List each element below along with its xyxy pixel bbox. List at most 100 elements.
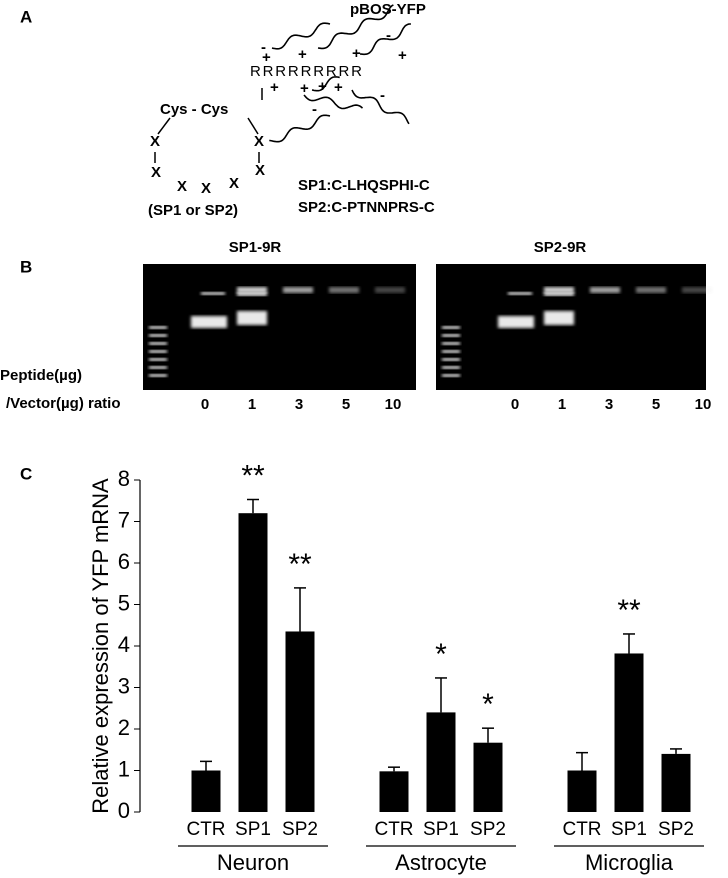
lane-label: 10 xyxy=(385,396,402,413)
strand xyxy=(359,23,411,56)
charge: - xyxy=(380,87,385,104)
band xyxy=(237,292,267,296)
lane-label: 3 xyxy=(605,396,613,413)
charge: + xyxy=(398,47,407,64)
ladder-band xyxy=(149,366,167,369)
ring-x: X xyxy=(229,175,239,192)
lane-label: 0 xyxy=(511,396,519,413)
lane-label: 5 xyxy=(652,396,660,413)
bar xyxy=(379,771,409,812)
ladder-band xyxy=(149,334,167,337)
x-tick-label: SP1 xyxy=(235,819,271,840)
bar xyxy=(191,770,221,812)
band xyxy=(375,287,405,293)
lane-label: 0 xyxy=(201,396,209,413)
ladder-band xyxy=(149,350,167,353)
group-label: Astrocyte xyxy=(395,850,487,875)
group-label: Neuron xyxy=(217,850,289,875)
band xyxy=(201,292,225,295)
y-tick-label: 1 xyxy=(118,756,130,781)
lane-labels: 0 1 3 5 10 0 1 3 5 10 xyxy=(201,396,712,413)
ladder-band xyxy=(442,366,460,369)
y-tick-label: 5 xyxy=(118,590,130,615)
ladder-band xyxy=(442,342,460,345)
strand xyxy=(317,4,394,50)
charge: - xyxy=(386,27,391,44)
band xyxy=(283,287,313,293)
panel-label: C xyxy=(20,464,32,483)
lane-label: 1 xyxy=(558,396,566,413)
charge: + xyxy=(334,79,343,96)
dna-strands xyxy=(269,4,411,143)
panel-label: A xyxy=(20,7,32,26)
ring-x: X xyxy=(201,180,211,197)
cys: Cys - Cys xyxy=(160,101,228,118)
band xyxy=(237,287,267,293)
band xyxy=(544,292,574,296)
ring-x: X xyxy=(254,133,264,150)
band xyxy=(682,287,712,293)
gel xyxy=(143,264,416,390)
band xyxy=(237,311,267,325)
band xyxy=(329,287,359,293)
bar xyxy=(661,753,691,812)
ring: X X X X X X X xyxy=(150,88,265,197)
bar xyxy=(473,742,503,812)
ladder-band xyxy=(149,326,167,329)
charge: + xyxy=(318,78,327,95)
x-tick-label: SP2 xyxy=(282,819,318,840)
bar-chart: 0 1 2 3 4 5 6 7 8 CTR ** SP1 ** SP2 Neuron CTR * SP1 * SP2 A… xyxy=(118,459,704,875)
gel-bands xyxy=(149,287,712,377)
ladder-band xyxy=(442,334,460,337)
charge: + xyxy=(298,46,307,63)
vector-label: pBOS-YFP xyxy=(350,1,426,18)
x-tick-label: CTR xyxy=(374,819,413,840)
strand xyxy=(269,114,331,143)
x-tick-label: SP2 xyxy=(658,819,694,840)
ratio-label: /Vector(µg) ratio xyxy=(6,395,121,412)
bar xyxy=(285,631,315,812)
strand xyxy=(303,94,364,110)
ladder-band xyxy=(149,358,167,361)
band xyxy=(544,311,574,325)
ladder-band xyxy=(442,326,460,329)
x-tick-label: SP1 xyxy=(611,819,647,840)
ladder-band xyxy=(442,350,460,353)
gel-title: SP2-9R xyxy=(534,239,587,256)
charge: + xyxy=(270,79,279,96)
y-tick-label: 7 xyxy=(118,507,130,532)
significance: * xyxy=(435,638,447,671)
lane-label: 10 xyxy=(695,396,712,413)
lane-label: 5 xyxy=(342,396,350,413)
x-tick-label: CTR xyxy=(562,819,601,840)
bar xyxy=(238,513,268,812)
y-tick-label: 2 xyxy=(118,715,130,740)
x-tick-label: SP1 xyxy=(423,819,459,840)
charge: + xyxy=(352,45,361,62)
significance: ** xyxy=(617,594,641,627)
charge: - xyxy=(312,101,317,118)
band xyxy=(544,287,574,293)
ring-x: X xyxy=(177,178,187,195)
gel xyxy=(436,264,706,390)
lane-label: 1 xyxy=(248,396,256,413)
band xyxy=(636,287,666,293)
significance: ** xyxy=(241,459,265,492)
sequence: SP2:C-PTNNPRS-C xyxy=(298,199,435,216)
x-tick-label: CTR xyxy=(186,819,225,840)
band xyxy=(191,316,227,328)
gel-title: SP1-9R xyxy=(229,239,282,256)
strand xyxy=(351,89,410,125)
ring-x: X xyxy=(255,162,265,179)
significance: * xyxy=(482,688,494,721)
ladder-band xyxy=(442,374,460,377)
ladder-band xyxy=(149,342,167,345)
ratio-label: Peptide(µg) xyxy=(0,367,82,384)
y-tick-label: 8 xyxy=(118,466,130,491)
significance: ** xyxy=(288,548,312,581)
y-tick-label: 4 xyxy=(118,632,130,657)
bar xyxy=(614,653,644,812)
bar xyxy=(426,712,456,812)
band xyxy=(498,316,534,328)
ring-x: X xyxy=(151,164,161,181)
